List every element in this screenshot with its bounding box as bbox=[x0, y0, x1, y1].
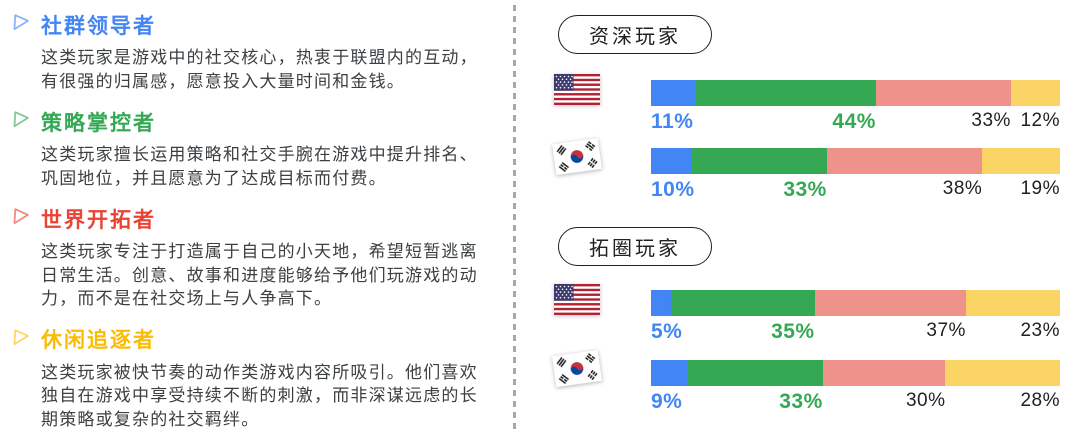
dashed-divider bbox=[513, 5, 516, 431]
bar-segment bbox=[651, 290, 672, 316]
player-type-casual-chaser: 休闲追逐者 这类玩家被快节奏的动作类游戏内容所吸引。他们喜欢独自在游戏中享受持续… bbox=[10, 327, 510, 432]
bar-labels: 10% 33% 38% 19% bbox=[651, 178, 1060, 206]
player-type-title: 休闲追逐者 bbox=[41, 329, 156, 352]
player-type-header: 休闲追逐者 bbox=[10, 327, 510, 352]
player-types-panel: 社群领导者 这类玩家是游戏中的社交核心，热衷于联盟内的互动，有很强的归属感，愿意… bbox=[10, 12, 510, 447]
bar-segment bbox=[1010, 80, 1060, 106]
bar-segment bbox=[945, 360, 1060, 386]
triangle-play-icon bbox=[9, 11, 33, 38]
bar-value-label: 9% bbox=[651, 390, 683, 413]
chart-title-veteran-players: 资深玩家 bbox=[558, 15, 712, 54]
bar-value-label: 38% bbox=[942, 178, 983, 199]
stacked-bar-row: 9% 33% 30% 28% bbox=[651, 360, 1060, 418]
bar-value-label: 12% bbox=[1020, 110, 1060, 131]
bar-value-label: 35% bbox=[771, 320, 815, 343]
player-type-community-leader: 社群领导者 这类玩家是游戏中的社交核心，热衷于联盟内的互动，有很强的归属感，愿意… bbox=[10, 12, 510, 93]
stacked-bar-row: 11% 44% 33% 12% bbox=[651, 80, 1060, 138]
bar-value-label: 5% bbox=[651, 320, 683, 343]
player-type-description: 这类玩家是游戏中的社交核心，热衷于联盟内的互动，有很强的归属感，愿意投入大量时间… bbox=[41, 48, 478, 91]
player-type-description: 这类玩家专注于打造属于自己的小天地，希望短暂逃离日常生活。创意、故事和进度能够给… bbox=[41, 242, 478, 308]
bar-segment bbox=[695, 80, 876, 106]
bar-labels: 9% 33% 30% 28% bbox=[651, 390, 1060, 418]
bar-segment bbox=[826, 148, 983, 174]
bar-segment bbox=[687, 360, 823, 386]
bar-value-label: 23% bbox=[1020, 320, 1060, 341]
triangle-play-icon bbox=[9, 205, 33, 232]
bar-segment bbox=[651, 148, 692, 174]
chart-title-expanding-players: 拓圈玩家 bbox=[558, 227, 712, 266]
bar-value-label: 33% bbox=[971, 110, 1011, 131]
stacked-bar bbox=[651, 148, 1060, 174]
player-type-title: 策略掌控者 bbox=[41, 111, 156, 135]
bar-segment bbox=[671, 290, 815, 316]
player-type-description: 这类玩家被快节奏的动作类游戏内容所吸引。他们喜欢独自在游戏中享受持续不断的刺激，… bbox=[41, 362, 478, 429]
bar-labels: 5% 35% 37% 23% bbox=[651, 320, 1060, 348]
bar-labels: 11% 44% 33% 12% bbox=[651, 110, 1060, 138]
player-type-header: 社群领导者 bbox=[9, 11, 510, 38]
bar-value-label: 28% bbox=[1020, 390, 1060, 411]
bar-value-label: 37% bbox=[926, 320, 966, 341]
us-flag-icon bbox=[554, 74, 601, 105]
stacked-bar-row: 5% 35% 37% 23% bbox=[651, 290, 1060, 348]
bar-segment bbox=[691, 148, 827, 174]
stacked-bar bbox=[651, 290, 1060, 316]
kr-flag-icon bbox=[552, 350, 603, 388]
player-type-title: 世界开拓者 bbox=[41, 208, 156, 232]
kr-flag-icon bbox=[552, 138, 603, 176]
stacked-bar bbox=[651, 80, 1060, 106]
triangle-play-icon bbox=[9, 108, 33, 135]
bar-value-label: 33% bbox=[779, 390, 823, 413]
stacked-bar-row: 10% 33% 38% 19% bbox=[651, 148, 1060, 206]
bar-value-label: 11% bbox=[651, 110, 694, 133]
us-flag-icon bbox=[554, 284, 601, 315]
stacked-bar bbox=[651, 360, 1060, 386]
player-type-world-pioneer: 世界开拓者 这类玩家专注于打造属于自己的小天地，希望短暂逃离日常生活。创意、故事… bbox=[10, 206, 510, 311]
bar-value-label: 10% bbox=[651, 178, 695, 201]
bar-segment bbox=[822, 360, 946, 386]
bar-value-label: 33% bbox=[783, 178, 827, 201]
bar-segment bbox=[875, 80, 1011, 106]
player-type-header: 策略掌控者 bbox=[9, 108, 510, 135]
bar-segment bbox=[814, 290, 966, 316]
bar-segment bbox=[651, 80, 696, 106]
bar-segment bbox=[982, 148, 1060, 174]
bar-segment bbox=[651, 360, 688, 386]
bar-value-label: 44% bbox=[832, 110, 876, 133]
triangle-play-icon bbox=[9, 325, 33, 352]
player-type-strategy-master: 策略掌控者 这类玩家擅长运用策略和社交手腕在游戏中提升排名、巩固地位，并且愿意为… bbox=[10, 109, 510, 190]
player-type-header: 世界开拓者 bbox=[9, 205, 510, 232]
bar-segment bbox=[965, 290, 1060, 316]
charts-panel: 资深玩家 bbox=[540, 0, 1080, 436]
player-type-title: 社群领导者 bbox=[41, 14, 156, 38]
bar-value-label: 30% bbox=[905, 390, 946, 411]
player-type-description: 这类玩家擅长运用策略和社交手腕在游戏中提升排名、巩固地位，并且愿意为了达成目标而… bbox=[41, 145, 478, 188]
bar-value-label: 19% bbox=[1020, 178, 1060, 199]
